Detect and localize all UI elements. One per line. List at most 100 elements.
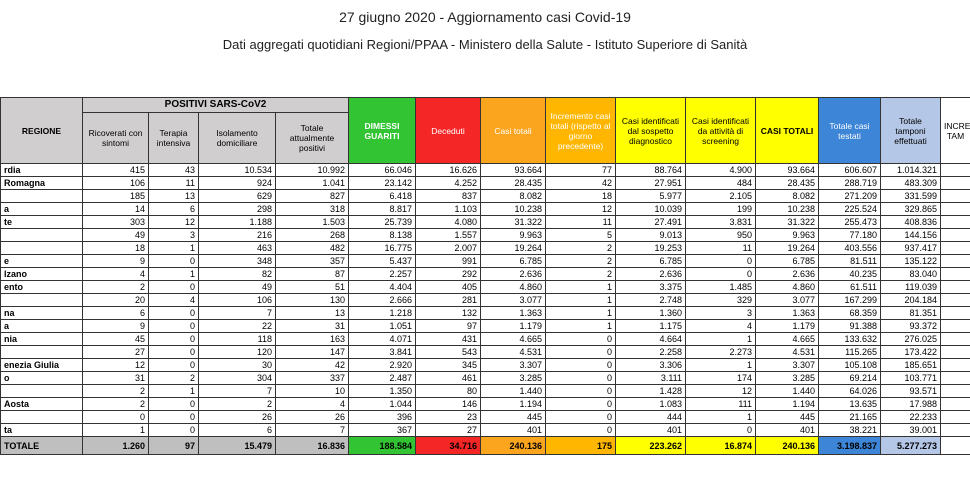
cell-value: 0 xyxy=(685,267,756,281)
cell-value: 483.309 xyxy=(880,176,941,190)
cell-value: 80 xyxy=(415,384,481,398)
cell-value: 26 xyxy=(198,410,276,424)
cell-value: 606.607 xyxy=(818,163,881,177)
cell-value: 0 xyxy=(148,306,199,320)
cropped-cell xyxy=(940,254,970,268)
column-header: Casi totali xyxy=(480,97,546,164)
table-body: rdia 415 43 10.534 10.992 66.046 16.626 93.664 7… xyxy=(0,163,970,455)
cell-value: 118 xyxy=(198,332,276,346)
data-row: lzano 4 1 82 87 2.257 292 2.636 2 2.636 0 2.636 40.2… xyxy=(0,267,970,281)
cell-value: 216 xyxy=(198,228,276,242)
cell-value: 146 xyxy=(415,397,481,411)
cell-value: 25.739 xyxy=(348,215,416,229)
cell-value: 0 xyxy=(545,332,616,346)
cell-value: 445 xyxy=(480,410,546,424)
cell-value: 0 xyxy=(148,423,199,437)
column-header: REGIONE xyxy=(0,97,83,164)
cell-value: 3.077 xyxy=(480,293,546,307)
cell-value: 69.214 xyxy=(818,371,881,385)
cropped-cell xyxy=(940,436,970,455)
cropped-cell xyxy=(940,371,970,385)
cell-value: 348 xyxy=(198,254,276,268)
cell-value: 8.138 xyxy=(348,228,416,242)
cell-value: 9 xyxy=(82,319,149,333)
cropped-cell xyxy=(940,319,970,333)
cell-value: 81.511 xyxy=(818,254,881,268)
cropped-cell xyxy=(940,241,970,255)
cell-value: 937.417 xyxy=(880,241,941,255)
cell-value: 23.142 xyxy=(348,176,416,190)
cell-value: 0 xyxy=(148,410,199,424)
cell-value: 1.188 xyxy=(198,215,276,229)
total-value: 5.277.273 xyxy=(880,436,941,455)
cell-value: 17.988 xyxy=(880,397,941,411)
cell-value: 303 xyxy=(82,215,149,229)
cell-value: 22 xyxy=(198,319,276,333)
cell-value: 103.771 xyxy=(880,371,941,385)
cell-value: 1 xyxy=(82,423,149,437)
column-header: Isolamento domiciliare xyxy=(198,112,276,164)
cell-value: 304 xyxy=(198,371,276,385)
cell-value: 22.233 xyxy=(880,410,941,424)
data-row: te 303 12 1.188 1.503 25.739 4.080 31.322 11 27.4… xyxy=(0,215,970,229)
subtitle: Dati aggregati quotidiani Regioni/PPAA -… xyxy=(222,37,748,52)
cell-value: 4 xyxy=(275,397,349,411)
title: 27 giugno 2020 - Aggiornamento casi Covi… xyxy=(339,9,631,25)
cell-value: 31 xyxy=(275,319,349,333)
data-row: Aosta 2 0 2 4 1.044 146 1.194 0 1.083 111 1.194 13.6… xyxy=(0,397,970,411)
cell-value: 445 xyxy=(755,410,819,424)
cell-value: 147 xyxy=(275,345,349,359)
cell-value: 0 xyxy=(148,332,199,346)
cropped-cell xyxy=(940,384,970,398)
column-header: Totale casi testati xyxy=(818,97,881,164)
region-name: ta xyxy=(0,423,83,437)
cell-value: 6 xyxy=(82,306,149,320)
cell-value: 2.258 xyxy=(615,345,686,359)
cell-value: 28.435 xyxy=(480,176,546,190)
region-name: a xyxy=(0,319,83,333)
cell-value: 288.719 xyxy=(818,176,881,190)
cell-value: 39.001 xyxy=(880,423,941,437)
column-header: Terapia intensiva xyxy=(148,112,199,164)
cell-value: 20 xyxy=(82,293,149,307)
cell-value: 10 xyxy=(275,384,349,398)
cell-value: 2.666 xyxy=(348,293,416,307)
cell-value: 2 xyxy=(82,397,149,411)
cell-value: 1 xyxy=(545,293,616,307)
total-value: 16.874 xyxy=(685,436,756,455)
cell-value: 255.473 xyxy=(818,215,881,229)
cell-value: 2.920 xyxy=(348,358,416,372)
cell-value: 3.831 xyxy=(685,215,756,229)
cell-value: 463 xyxy=(198,241,276,255)
cell-value: 10.238 xyxy=(480,202,546,216)
cell-value: 3.285 xyxy=(755,371,819,385)
cell-value: 27.491 xyxy=(615,215,686,229)
cell-value: 337 xyxy=(275,371,349,385)
total-value: 1.260 xyxy=(82,436,149,455)
cropped-cell xyxy=(940,410,970,424)
cell-value: 2.748 xyxy=(615,293,686,307)
cell-value: 0 xyxy=(148,254,199,268)
cell-value: 119.039 xyxy=(880,280,941,294)
data-row: 49 3 216 268 8.138 1.557 9.963 5 9.013 950 9.963 77… xyxy=(0,228,970,242)
cell-value: 130 xyxy=(275,293,349,307)
cell-value: 1.194 xyxy=(480,397,546,411)
cell-value: 0 xyxy=(148,397,199,411)
cell-value: 1 xyxy=(545,306,616,320)
header-row: REGIONE POSITIVI SARS-CoV2 DIMESSI GUARITI… xyxy=(0,97,970,164)
cell-value: 11 xyxy=(545,215,616,229)
cell-value: 1.041 xyxy=(275,176,349,190)
cell-value: 0 xyxy=(148,280,199,294)
cell-value: 415 xyxy=(82,163,149,177)
region-name: o xyxy=(0,371,83,385)
data-row: a 14 6 298 318 8.817 1.103 10.238 12 10.039 199 10.… xyxy=(0,202,970,216)
cell-value: 30 xyxy=(198,358,276,372)
cell-value: 1 xyxy=(685,358,756,372)
region-name: nia xyxy=(0,332,83,346)
total-value: 15.479 xyxy=(198,436,276,455)
cell-value: 543 xyxy=(415,345,481,359)
cell-value: 21.165 xyxy=(818,410,881,424)
cell-value: 329.865 xyxy=(880,202,941,216)
cell-value: 1.440 xyxy=(755,384,819,398)
